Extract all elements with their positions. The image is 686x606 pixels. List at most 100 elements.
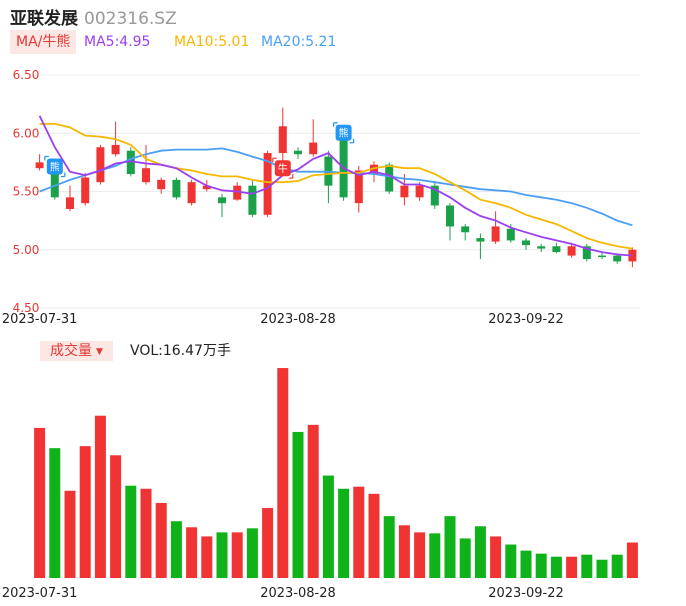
volume-bar: [246, 528, 258, 578]
candle-body: [248, 185, 257, 215]
candle-body: [111, 144, 120, 155]
volume-bar: [429, 533, 441, 578]
volume-bar: [353, 486, 365, 578]
candle-body: [278, 126, 287, 154]
volume-bar: [307, 424, 319, 578]
x-tick-label: 2023-08-28: [260, 586, 336, 601]
y-tick-label: 5.00: [13, 243, 40, 257]
candle-body: [81, 177, 90, 204]
candle-body: [491, 226, 500, 242]
volume-bar: [125, 485, 137, 578]
marker-badge: [274, 160, 291, 177]
volume-bar: [474, 526, 486, 578]
volume-bar: [64, 490, 76, 578]
volume-bar: [262, 508, 274, 578]
volume-bar: [459, 538, 471, 578]
marker-corner: [272, 157, 294, 179]
volume-bar: [414, 532, 426, 578]
candle-body: [582, 246, 591, 260]
marker-badge: [46, 158, 63, 175]
candle-body: [66, 197, 74, 209]
bear-marker: 熊: [46, 158, 63, 175]
candle-body: [522, 240, 530, 246]
candle-body: [309, 142, 318, 155]
candle-body: [537, 246, 546, 249]
candle-body: [96, 147, 105, 183]
marker-corner: [44, 155, 66, 178]
candle-body: [430, 185, 439, 206]
bull-marker: 牛: [274, 160, 291, 177]
ma10-label: MA10:5.01: [174, 34, 250, 50]
volume-bar: [535, 553, 547, 578]
candle-body: [294, 150, 302, 155]
volume-bar: [201, 536, 213, 578]
caret-down-icon: ▼: [96, 347, 103, 357]
candle-body: [370, 164, 378, 175]
volume-bar: [444, 516, 456, 578]
volume-bar: [520, 550, 532, 578]
candle-body: [202, 185, 211, 190]
marker-corner: [333, 122, 355, 144]
volume-bar: [550, 556, 562, 578]
candle-body: [172, 179, 181, 198]
y-tick-label: 4.50: [13, 301, 40, 315]
ma5-line: [38, 115, 633, 257]
volume-bar: [155, 502, 167, 578]
candle-body: [385, 164, 394, 192]
volume-bar: [626, 542, 638, 578]
x-tick-label: 2023-07-31: [2, 586, 78, 601]
stock-title: 亚联发展 002316.SZ: [10, 4, 177, 29]
candle-body: [233, 185, 242, 200]
volume-bar: [79, 446, 91, 578]
y-tick-label: 5.50: [13, 185, 40, 199]
volume-value: VOL:16.47万手: [130, 343, 231, 359]
volume-bar: [398, 525, 410, 578]
x-tick-label: 2023-09-22: [488, 312, 564, 327]
candle-body: [263, 153, 272, 215]
candle-body: [506, 228, 515, 241]
volume-bar: [186, 527, 198, 578]
marker-label: 熊: [339, 127, 349, 140]
volume-bar: [94, 415, 106, 578]
y-tick-label: 6.50: [13, 68, 40, 82]
volume-bar: [34, 427, 46, 578]
volume-bar: [292, 431, 304, 578]
candle-body: [142, 168, 150, 183]
volume-bar: [581, 554, 593, 578]
candle-body: [126, 150, 135, 175]
stock-code: 002316.SZ: [84, 9, 177, 29]
volume-bar: [383, 516, 395, 578]
candle-body: [552, 246, 561, 253]
volume-bar: [505, 544, 517, 578]
candle-body: [446, 205, 454, 227]
candle-body: [598, 255, 606, 258]
candle-body: [187, 182, 196, 204]
candle-body: [35, 162, 44, 169]
volume-bar: [170, 521, 182, 578]
volume-bar: [49, 448, 61, 578]
candle-body: [400, 185, 409, 198]
volume-indicator-selector[interactable]: 成交量 ▼: [40, 341, 113, 361]
volume-bar: [490, 536, 502, 578]
volume-bar: [277, 368, 289, 578]
volume-bar: [596, 559, 608, 578]
x-tick-label: 2023-08-28: [260, 312, 336, 327]
candle-body: [354, 170, 363, 204]
ma-indicator-selector[interactable]: MA/牛熊: [10, 30, 77, 54]
ma5-label: MA5:4.95: [84, 34, 151, 50]
volume-bar: [338, 488, 350, 578]
candle-body: [157, 179, 166, 190]
bear-marker: 熊: [335, 124, 352, 141]
ma20-line: [39, 147, 633, 227]
ma10-line: [39, 123, 633, 250]
stock-name: 亚联发展: [10, 9, 78, 29]
x-tick-label: 2023-07-31: [2, 312, 78, 327]
candle-body: [218, 197, 226, 204]
ma20-label: MA20:5.21: [261, 34, 337, 50]
candle-body: [613, 255, 622, 262]
candle-body: [476, 238, 485, 242]
candle-body: [415, 185, 424, 198]
volume-bar: [566, 556, 578, 578]
volume-bar: [231, 532, 243, 578]
